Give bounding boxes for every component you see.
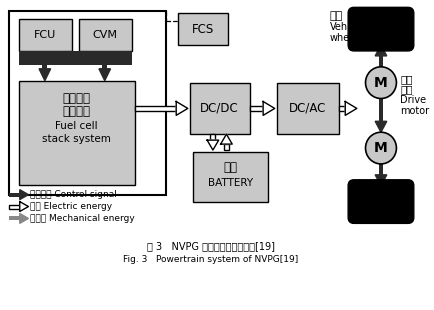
Bar [178,13,228,45]
Bar [339,106,345,111]
Text: 驱动: 驱动 [399,74,412,84]
Bar [102,65,107,69]
Polygon shape [20,214,28,224]
Text: DC/DC: DC/DC [200,102,239,115]
Bar [135,106,176,111]
Bar [378,99,382,121]
Text: BATTERY: BATTERY [207,178,252,188]
Bar [9,193,20,197]
Text: M: M [373,141,387,155]
Polygon shape [374,121,386,132]
Text: FCU: FCU [34,30,56,40]
Text: 电堆系统: 电堆系统 [62,105,91,118]
Bar [276,83,339,134]
Bar [378,56,382,67]
Bar [378,164,382,175]
Text: CVM: CVM [92,30,117,40]
Polygon shape [207,140,218,150]
Text: wheel: wheel [329,33,358,43]
Polygon shape [374,45,386,56]
Polygon shape [20,202,28,211]
Text: 电机: 电机 [399,85,412,95]
Bar [19,81,135,185]
Bar [224,144,228,150]
Polygon shape [345,101,356,115]
Bar [9,205,20,209]
Bar [210,134,215,140]
Text: 控制信号 Control signal: 控制信号 Control signal [30,190,117,199]
Text: 图 3   NVPG 的动力传动系统方案[19]: 图 3 NVPG 的动力传动系统方案[19] [147,241,274,251]
Bar [79,19,132,51]
Polygon shape [374,175,386,186]
Text: 燃料电池: 燃料电池 [62,92,91,105]
Polygon shape [99,69,110,81]
Polygon shape [263,101,274,115]
Text: M: M [373,76,387,90]
Bar [249,106,263,111]
Text: DC/AC: DC/AC [288,102,326,115]
Polygon shape [39,69,50,81]
Bar [189,83,249,134]
Text: 机械能 Mechanical energy: 机械能 Mechanical energy [30,214,135,223]
Polygon shape [220,134,232,144]
Circle shape [365,132,395,164]
Bar [192,152,267,202]
Bar [43,65,47,69]
FancyBboxPatch shape [347,7,413,51]
Text: Fig. 3   Powertrain system of NVPG[19]: Fig. 3 Powertrain system of NVPG[19] [123,255,298,264]
Text: Drive: Drive [399,95,425,105]
Bar [9,11,165,195]
Bar [19,51,132,65]
Bar [19,19,72,51]
Text: Vehicle: Vehicle [329,22,364,32]
Text: 车轮: 车轮 [329,11,342,21]
Bar [9,216,20,220]
FancyBboxPatch shape [347,180,413,224]
Text: 电能 Electric energy: 电能 Electric energy [30,202,112,211]
Polygon shape [176,101,187,115]
Text: Fuel cell: Fuel cell [55,121,98,131]
Text: motor: motor [399,106,428,116]
Text: stack system: stack system [42,134,111,144]
Polygon shape [20,190,28,200]
Text: FCS: FCS [192,23,214,36]
Text: 电池: 电池 [223,162,237,175]
Circle shape [365,67,395,99]
